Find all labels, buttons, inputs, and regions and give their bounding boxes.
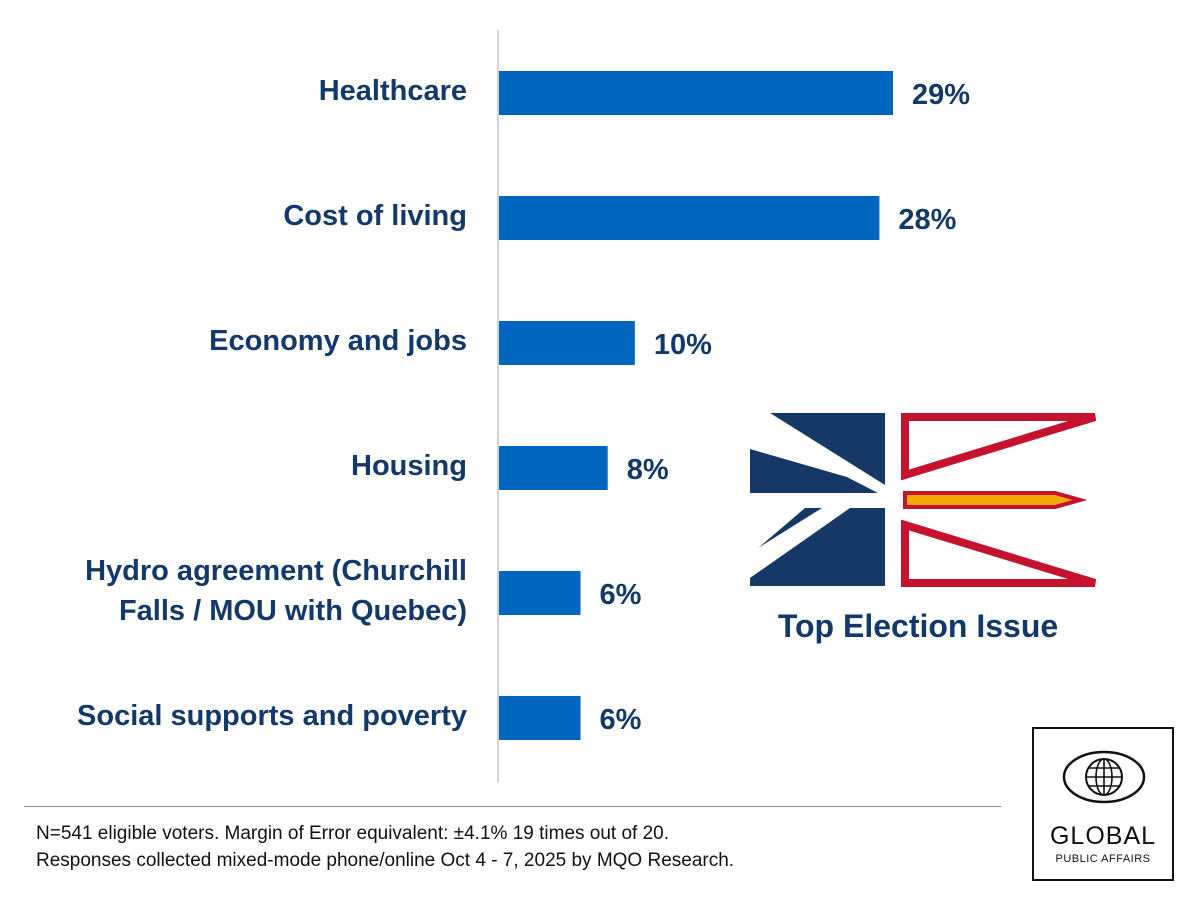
bar-6 <box>499 696 581 740</box>
value-label-2: 28% <box>898 204 957 236</box>
newfoundland-flag-icon <box>750 413 1097 587</box>
footnote-line-1: N=541 eligible voters. Margin of Error e… <box>36 823 670 844</box>
category-label-6: Social supports and poverty <box>7 696 467 736</box>
bar-5 <box>499 571 581 615</box>
value-label-6: 6% <box>599 704 642 736</box>
category-label-2: Cost of living <box>7 196 467 236</box>
category-label-5-line-1: Hydro agreement (Churchill <box>85 555 467 587</box>
category-label-4-line-1: Housing <box>351 450 467 482</box>
chart-title: Top Election Issue <box>777 608 1059 644</box>
bar-4 <box>499 446 608 490</box>
footnote: N=541 eligible voters. Margin of Error e… <box>36 820 986 874</box>
category-label-5-line-2: Falls / MOU with Quebec) <box>118 595 467 627</box>
bar-3 <box>499 321 635 365</box>
bar-1 <box>499 71 893 115</box>
bar-2 <box>499 196 880 240</box>
value-label-4: 8% <box>626 454 669 486</box>
footnote-line-2: Responses collected mixed-mode phone/onl… <box>36 850 735 871</box>
category-label-2-line-1: Cost of living <box>283 200 467 232</box>
footnote-divider <box>24 806 1001 807</box>
category-label-3: Economy and jobs <box>7 321 467 361</box>
value-label-3: 10% <box>653 329 712 361</box>
category-label-1-line-1: Healthcare <box>318 75 467 107</box>
logo-wordmark: GLOBAL <box>1049 822 1157 850</box>
category-label-1: Healthcare <box>7 71 467 111</box>
logo-subtitle: PUBLIC AFFAIRS <box>1055 853 1151 865</box>
value-label-5: 6% <box>599 579 642 611</box>
globe-icon <box>1062 750 1146 804</box>
global-public-affairs-logo: GLOBAL PUBLIC AFFAIRS <box>1032 727 1174 881</box>
category-label-3-line-1: Economy and jobs <box>209 325 467 357</box>
category-label-5: Hydro agreement (Churchill Falls / MOU wi… <box>7 551 467 631</box>
category-label-6-line-1: Social supports and poverty <box>77 700 467 732</box>
value-label-1: 29% <box>912 79 971 111</box>
category-label-4: Housing <box>7 446 467 486</box>
bar-chart <box>497 30 893 782</box>
